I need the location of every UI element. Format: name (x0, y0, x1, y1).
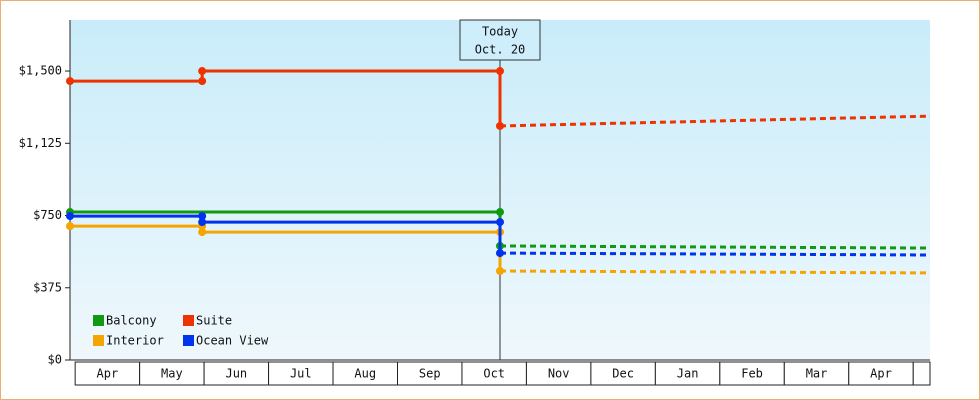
price-dot (496, 267, 504, 276)
x-tick-label: Feb (741, 367, 763, 381)
legend-swatch (183, 335, 194, 346)
price-dot (496, 67, 504, 76)
x-tick-label: Dec (612, 367, 634, 381)
forecast-line (499, 244, 931, 250)
x-tick-label: Nov (548, 367, 570, 381)
legend-label: Interior (106, 334, 164, 348)
price-dot (496, 208, 504, 217)
today-box (459, 19, 541, 61)
forecast-line (499, 114, 931, 128)
price-dot (198, 212, 207, 221)
price-dot (66, 222, 74, 231)
price-dot (66, 212, 74, 221)
y-tick-label: $750 (33, 208, 62, 222)
price-dot (496, 121, 504, 130)
x-tick-label: May (161, 367, 183, 381)
x-tick-label: Oct (483, 367, 505, 381)
legend-swatch (93, 315, 104, 326)
price-dot (198, 218, 207, 227)
x-tick-label: Jun (225, 367, 247, 381)
x-tick-label: Jul (290, 367, 312, 381)
y-tick-label: $0 (48, 353, 62, 367)
x-tick-label: Apr (97, 367, 119, 381)
price-dot (198, 228, 207, 237)
x-tick-label: Jan (677, 367, 699, 381)
x-tick-label: Mar (806, 367, 828, 381)
price-dot (496, 249, 504, 258)
price-dot (198, 77, 207, 86)
y-tick-label: $1,125 (19, 136, 62, 150)
x-axis-tail (912, 361, 931, 386)
today-label: Today (482, 25, 518, 39)
price-dot (198, 67, 207, 76)
legend-label: Suite (196, 314, 232, 328)
legend-swatch (183, 315, 194, 326)
legend-label: Balcony (106, 314, 157, 328)
y-tick-label: $375 (33, 280, 62, 294)
x-tick-label: Aug (354, 367, 376, 381)
y-tick-label: $1,500 (19, 64, 62, 78)
price-dot (496, 218, 504, 227)
legend-label: Ocean View (196, 334, 269, 348)
price-dot (66, 77, 74, 86)
today-date: Oct. 20 (475, 43, 526, 57)
legend-swatch (93, 335, 104, 346)
forecast-line (499, 269, 931, 275)
x-tick-label: Sep (419, 367, 441, 381)
forecast-line (499, 251, 931, 257)
x-tick-label: Apr (870, 367, 892, 381)
